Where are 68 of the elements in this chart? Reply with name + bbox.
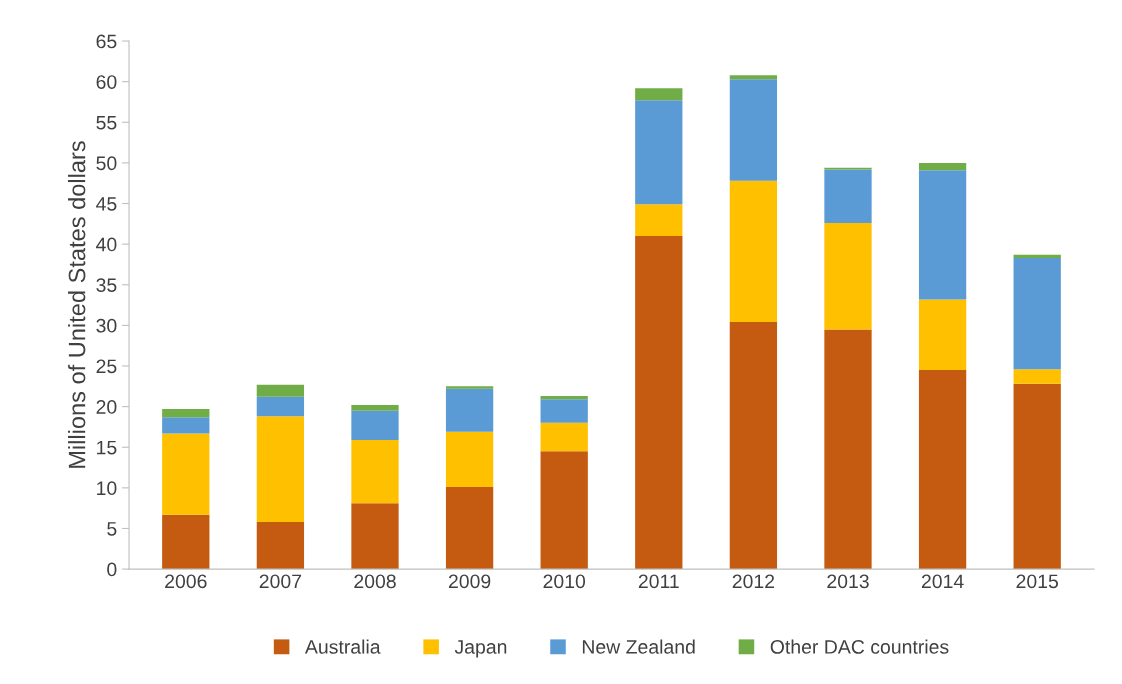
- bar: [1013, 369, 1061, 384]
- bar: [540, 396, 588, 400]
- bar: [540, 399, 588, 423]
- bar: [824, 223, 872, 330]
- y-axis-title: Millions of United States dollars: [68, 141, 86, 468]
- bar: [351, 439, 399, 504]
- legend-label: New Zealand: [582, 639, 695, 654]
- x-tick-label: 2015: [1016, 574, 1059, 589]
- y-tick-label: 65: [96, 34, 117, 49]
- bar: [351, 503, 399, 570]
- bar: [1013, 257, 1061, 370]
- bar: [635, 236, 683, 570]
- x-tick-label: 2011: [638, 574, 679, 589]
- bar: [824, 329, 872, 570]
- legend-label: Australia: [304, 639, 381, 654]
- y-tick-label: 5: [107, 522, 117, 536]
- bar: [256, 416, 305, 522]
- bar: [256, 384, 305, 397]
- bar: [162, 409, 210, 418]
- bar: [445, 388, 494, 432]
- bar: [445, 386, 494, 389]
- y-tick-label: 10: [97, 481, 117, 496]
- y-tick-label: 60: [96, 75, 117, 89]
- y-tick-label: 25: [96, 359, 117, 374]
- y-tick-label: 50: [96, 156, 117, 171]
- bar: [729, 322, 778, 570]
- x-tick-label: 2007: [259, 574, 302, 589]
- bar: [918, 162, 967, 171]
- bar: [351, 404, 399, 411]
- x-tick-label: 2010: [543, 574, 586, 589]
- bar: [351, 410, 399, 440]
- bar: [635, 100, 683, 205]
- y-tick-label: 45: [96, 197, 117, 211]
- x-tick-label: 2012: [732, 574, 775, 589]
- bar: [635, 88, 683, 101]
- bar: [729, 75, 778, 80]
- y-tick-label: 55: [96, 115, 117, 130]
- x-tick-label: 2014: [921, 574, 964, 589]
- y-tick-label: 40: [96, 237, 117, 252]
- bar: [729, 180, 778, 323]
- y-tick-label: 35: [96, 278, 117, 292]
- bar: [540, 422, 588, 452]
- bar: [256, 396, 305, 417]
- bar: [162, 514, 210, 570]
- x-tick-label: 2006: [165, 574, 207, 589]
- bar: [635, 204, 683, 237]
- x-tick-label: 2009: [448, 574, 491, 589]
- bar: [824, 169, 872, 224]
- legend-label: Japan: [454, 640, 507, 658]
- x-tick-label: 2008: [354, 574, 396, 589]
- bar: [540, 451, 588, 570]
- bar: [918, 299, 967, 371]
- bar: [1013, 383, 1061, 570]
- bar: [162, 417, 210, 434]
- y-tick-label: 20: [96, 400, 117, 414]
- bar: [445, 431, 494, 488]
- bar: [256, 521, 305, 570]
- bar: [162, 433, 210, 515]
- bar: [445, 487, 494, 570]
- bar: [918, 370, 967, 570]
- x-tick-label: 2013: [827, 574, 869, 589]
- legend-label: Other DAC countries: [770, 639, 949, 654]
- bar: [918, 170, 967, 300]
- y-tick-label: 15: [97, 440, 117, 455]
- bar: [729, 79, 778, 181]
- y-tick-label: 30: [96, 318, 117, 333]
- y-tick-label: 0: [107, 562, 117, 577]
- bar: [1013, 254, 1061, 258]
